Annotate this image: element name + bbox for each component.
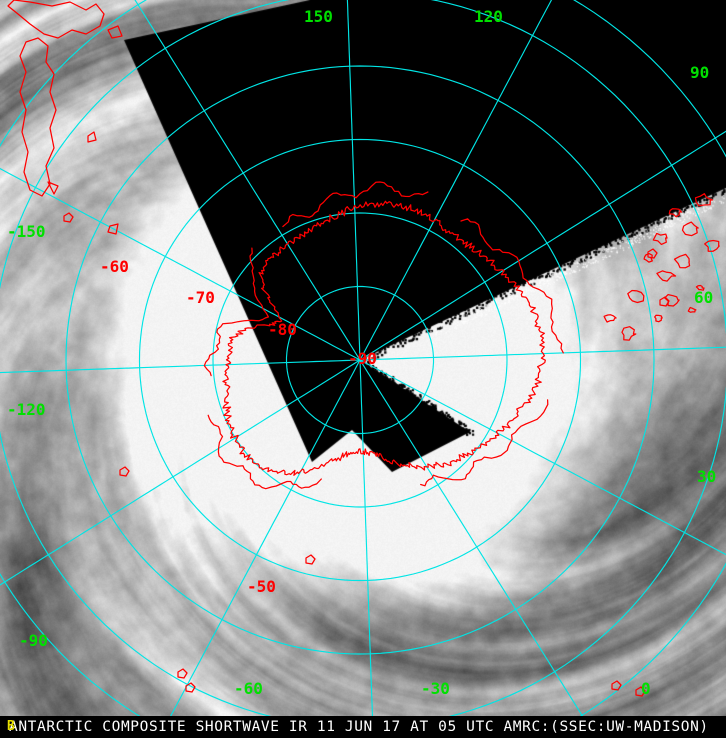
satellite-ir-imagery (0, 0, 726, 716)
caption-text: ANTARCTIC COMPOSITE SHORTWAVE IR 11 JUN … (9, 719, 709, 735)
satellite-image-stage: 150 120 90 60 30 0 -30 -60 -90 -120 -150 -50 -60 -70… (0, 0, 726, 716)
caption-bar: B ANTARCTIC COMPOSITE SHORTWAVE IR 11 JU… (0, 716, 726, 738)
caption-marker-glyph: B (7, 719, 16, 734)
